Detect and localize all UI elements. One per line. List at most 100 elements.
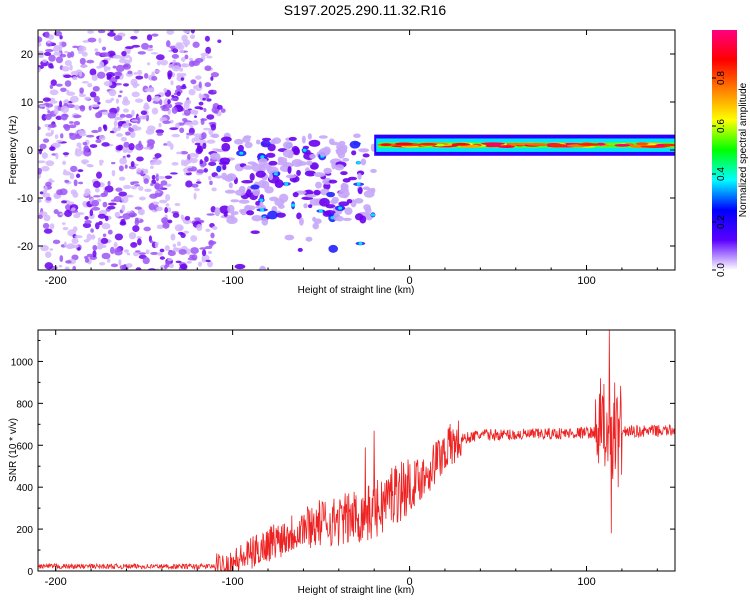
heatmap-noise-cell xyxy=(154,69,161,73)
heatmap-noise-cell xyxy=(115,145,123,151)
heatmap-noise-cell xyxy=(113,195,122,203)
colorbar-ticks: 0.0 0.2 0.4 0.6 0.8 xyxy=(712,71,727,277)
heatmap-noise-cell xyxy=(194,153,199,159)
heatmap-noise-cell xyxy=(151,107,159,115)
heatmap-turbulent-cell xyxy=(357,187,363,195)
colorbar-label: Normalized spectral amplitude xyxy=(738,82,749,217)
heatmap-turbulent-cell xyxy=(262,142,268,147)
heatmap-turbulent-cell xyxy=(340,183,349,191)
heatmap-noise-cell xyxy=(49,84,54,90)
heatmap-noise-cell xyxy=(197,261,203,267)
heatmap-noise-cell xyxy=(206,139,216,144)
heatmap-noise-cell xyxy=(191,137,195,144)
heatmap-noise-cell xyxy=(118,176,126,181)
heatmap-noise-cell xyxy=(181,34,188,42)
heatmap-noise-cell xyxy=(178,249,187,255)
heatmap-turbulent-cell xyxy=(357,172,362,180)
heatmap-noise-cell xyxy=(188,88,196,96)
heatmap-noise-cell xyxy=(196,145,204,153)
colorbar-tick-label: 0.0 xyxy=(716,263,727,277)
heatmap-noise-cell xyxy=(45,196,52,201)
heatmap-noise-cell xyxy=(193,192,197,200)
heatmap-noise-cell xyxy=(121,123,130,129)
heatmap-turbulent-peak xyxy=(356,161,361,165)
heatmap-turbulent-cell xyxy=(278,193,289,203)
heatmap-noise-cell xyxy=(145,128,155,135)
heatmap-noise-cell xyxy=(212,226,218,231)
heatmap-noise-cell xyxy=(128,143,135,151)
heatmap-noise-cell xyxy=(199,247,207,250)
heatmap-noise-cell xyxy=(192,41,200,48)
heatmap-turbulent-cell xyxy=(318,148,330,157)
heatmap-noise-cell xyxy=(123,141,130,148)
heatmap-noise-cell xyxy=(145,249,150,255)
heatmap-noise-cell xyxy=(49,100,58,104)
heatmap-turbulent-cell xyxy=(313,172,326,178)
heatmap-noise-cell xyxy=(188,57,194,61)
snr-y-tick-label: 400 xyxy=(16,483,33,494)
heatmap-noise-cell xyxy=(126,49,131,55)
heatmap-turbulent-cell xyxy=(261,217,269,226)
heatmap-noise-cell xyxy=(143,72,149,79)
heatmap-noise-cell xyxy=(182,83,186,88)
heatmap-noise-cell xyxy=(42,189,47,197)
heatmap-turbulent-cell xyxy=(349,140,361,149)
heatmap-turbulent-cell xyxy=(359,215,367,224)
heatmap-noise-cell xyxy=(168,249,173,253)
heatmap-noise-cell xyxy=(184,121,194,126)
snr-x-tick-label: -200 xyxy=(45,576,67,588)
heatmap-turbulent-cell xyxy=(313,189,321,196)
heatmap-turbulent-cell xyxy=(362,153,370,158)
heatmap-noise-cell xyxy=(53,31,63,37)
heatmap-noise-cell xyxy=(134,217,139,222)
heatmap-noise-cell xyxy=(39,191,44,195)
heatmap-noise-cell xyxy=(78,45,87,52)
heatmap-noise-cell xyxy=(63,74,72,78)
heatmap-x-tick-label: 0 xyxy=(407,275,413,287)
heatmap-noise-cell xyxy=(150,52,159,55)
heatmap-noise-cell xyxy=(213,89,217,93)
heatmap-noise-cell xyxy=(106,72,115,78)
heatmap-noise-cell xyxy=(69,172,75,180)
heatmap-noise-cell xyxy=(150,165,154,170)
heatmap-noise-cell xyxy=(69,121,74,124)
heatmap-noise-cell xyxy=(191,183,199,188)
heatmap-turbulent-cell xyxy=(226,216,238,225)
heatmap-noise-cell xyxy=(95,111,102,119)
heatmap-noise-cell xyxy=(101,52,110,57)
heatmap-noise-cell xyxy=(86,233,92,241)
heatmap-noise-cell xyxy=(136,156,144,162)
heatmap-noise-cell xyxy=(193,115,198,118)
heatmap-noise-cell xyxy=(172,48,179,54)
heatmap-noise-cell xyxy=(61,200,67,204)
heatmap-noise-cell xyxy=(134,184,141,187)
heatmap-noise-cell xyxy=(194,106,203,110)
heatmap-turbulent-cell xyxy=(284,234,295,241)
heatmap-noise-cell xyxy=(55,56,64,64)
heatmap-noise-cell xyxy=(131,185,138,190)
heatmap-noise-cell xyxy=(126,252,131,256)
heatmap-turbulent-cell xyxy=(296,169,301,176)
heatmap-noise-cell xyxy=(125,131,131,136)
heatmap-noise-cell xyxy=(138,186,144,191)
heatmap-noise-cell xyxy=(204,82,212,88)
heatmap-turbulent-cell xyxy=(351,150,357,156)
heatmap-turbulent-cell xyxy=(224,189,236,194)
heatmap-noise-cell xyxy=(154,244,159,248)
heatmap-turbulent-cell xyxy=(246,210,255,216)
heatmap-noise-cell xyxy=(45,160,55,167)
heatmap-noise-cell xyxy=(153,159,162,165)
heatmap-noise-cell xyxy=(196,169,205,174)
heatmap-noise-cell xyxy=(189,157,198,164)
heatmap-noise-cell xyxy=(168,263,174,269)
heatmap-noise-cell xyxy=(154,183,164,191)
heatmap-noise-cell xyxy=(42,138,50,143)
heatmap-noise-cell xyxy=(116,133,123,137)
heatmap-noise-cell xyxy=(165,40,171,48)
heatmap-noise-cell xyxy=(121,50,127,57)
heatmap-turbulent-cell xyxy=(282,141,293,150)
heatmap-y-tick-label: -20 xyxy=(17,241,33,253)
heatmap-turbulent-peak xyxy=(370,213,375,217)
heatmap-turbulent-cell xyxy=(221,142,231,152)
heatmap-noise-cell xyxy=(45,103,54,108)
